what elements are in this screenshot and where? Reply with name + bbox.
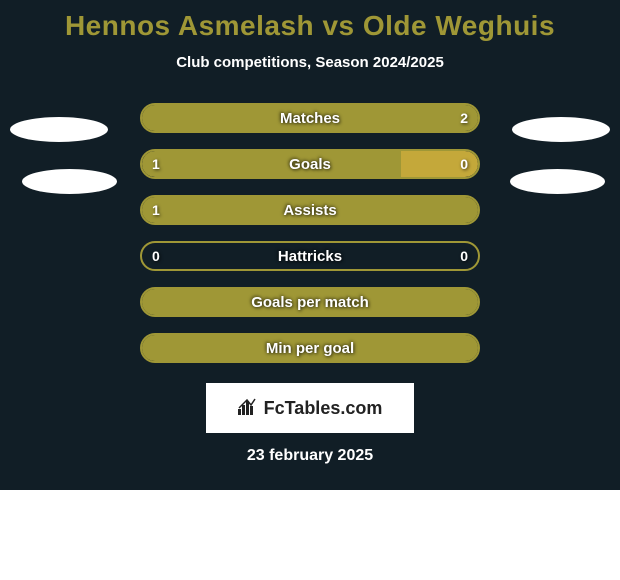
player-left-ellipse-2 [22,169,117,194]
player-left-ellipse-1 [10,117,108,142]
stat-bar: Matches2 [140,103,480,133]
chart-area: Matches2Goals10Assists1Hattricks00Goals … [0,103,620,373]
bar-value-right: 2 [460,110,468,126]
bar-value-right: 0 [460,248,468,264]
stat-bar: Goals per match [140,287,480,317]
subtitle: Club competitions, Season 2024/2025 [0,54,620,71]
player-right-ellipse-2 [510,169,605,194]
logo-text: FcTables.com [238,397,383,420]
date-text: 23 february 2025 [0,447,620,465]
stat-bar: Goals1 0 [140,149,480,179]
bar-label: Assists [142,202,478,219]
bar-label: Goals per match [142,294,478,311]
player-right-ellipse-1 [512,117,610,142]
chart-icon [238,397,260,420]
logo-label: FcTables.com [264,398,383,419]
stat-bar: Hattricks0 0 [140,241,480,271]
stat-bar: Assists1 [140,195,480,225]
bar-label: Goals [142,156,478,173]
bar-label: Hattricks [142,248,478,265]
bar-value-left: 1 [152,156,160,172]
bar-value-left: 0 [152,248,160,264]
bars-container: Matches2Goals10Assists1Hattricks00Goals … [0,103,620,363]
bar-label: Matches [142,110,478,127]
bar-value-left: 1 [152,202,160,218]
comparison-card: Hennos Asmelash vs Olde Weghuis Club com… [0,0,620,490]
page-title: Hennos Asmelash vs Olde Weghuis [0,0,620,42]
logo-box[interactable]: FcTables.com [206,383,414,433]
bar-value-right: 0 [460,156,468,172]
bar-label: Min per goal [142,340,478,357]
stat-bar: Min per goal [140,333,480,363]
